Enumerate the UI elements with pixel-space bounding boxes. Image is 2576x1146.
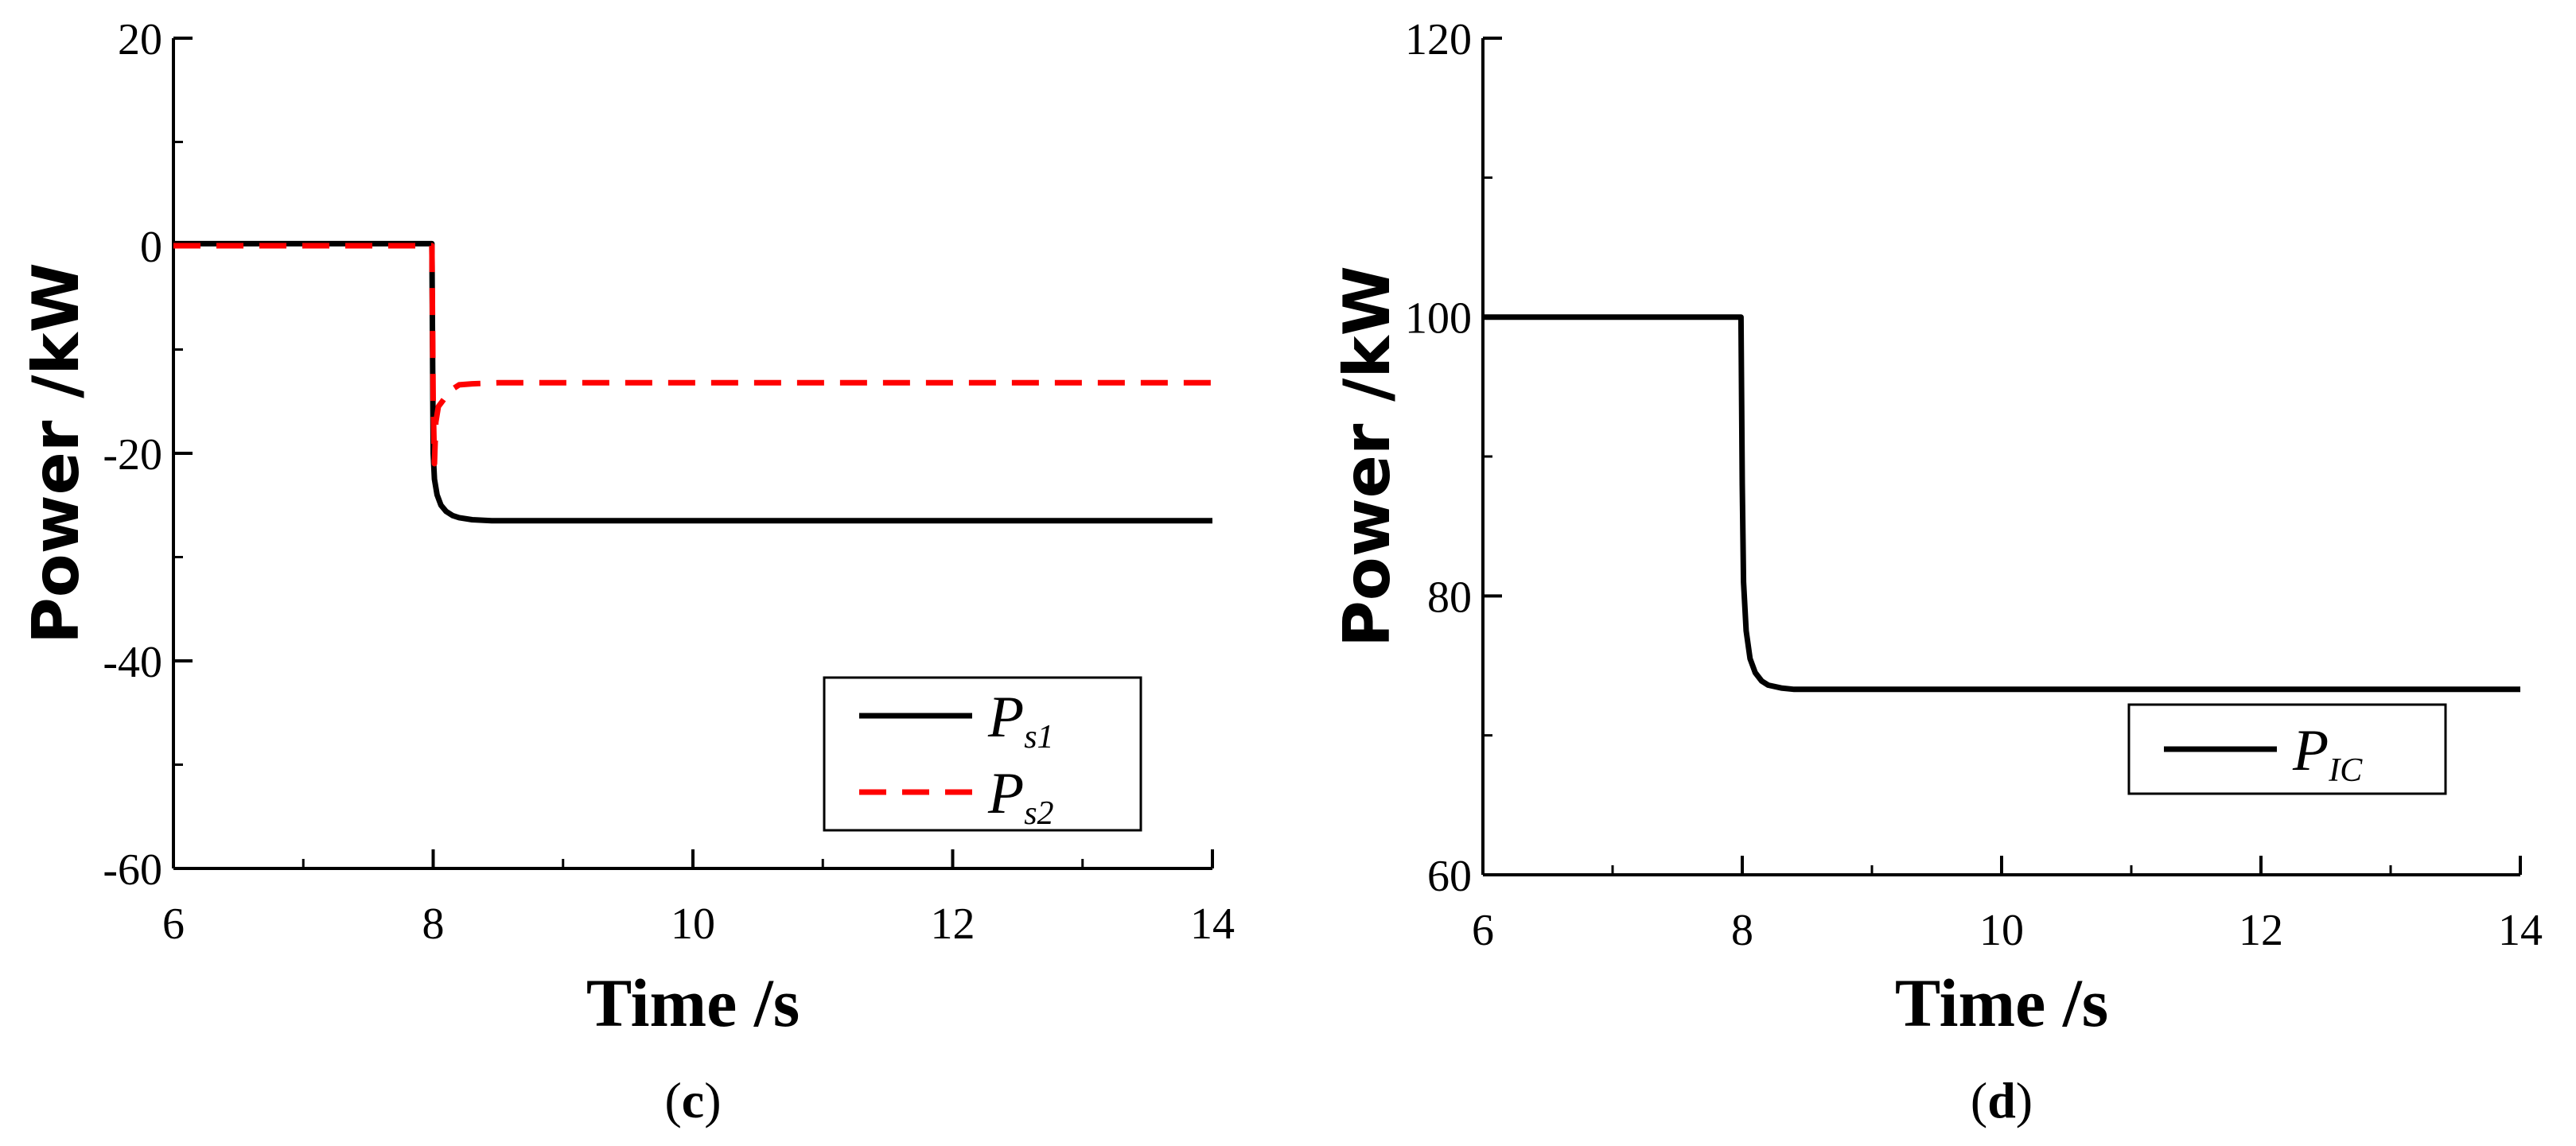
- y-tick-label: 100: [1405, 294, 1472, 344]
- x-tick-label: 10: [1979, 906, 2024, 955]
- y-tick-label: 0: [140, 223, 162, 272]
- x-tick-label: 14: [1190, 899, 1235, 949]
- panel-label-letter: c: [682, 1072, 704, 1129]
- y-axis-title: Power /kW: [1330, 266, 1404, 647]
- series-line-ps2: [173, 243, 1212, 467]
- panel-label-open: (: [1971, 1072, 1987, 1129]
- x-tick-label: 8: [422, 899, 445, 949]
- x-tick-label: 6: [1472, 906, 1494, 955]
- y-tick-label: -60: [103, 845, 162, 895]
- x-tick-label: 12: [2239, 906, 2283, 955]
- x-axis-title: Time /s: [586, 965, 800, 1041]
- chart-panel-c: 6 8 10 12 14 -60 -40 -20 0 20 Time /s Power /kW (c) P…: [19, 15, 1235, 1129]
- y-tick-label: -40: [103, 638, 162, 687]
- legend: PIC: [2127, 703, 2447, 795]
- x-tick-label: 10: [671, 899, 715, 949]
- panel-label-open: (: [664, 1072, 681, 1129]
- x-tick-label: 14: [2498, 906, 2543, 955]
- x-axis-title: Time /s: [1895, 965, 2108, 1041]
- series-line-pic: [1483, 314, 2520, 693]
- chart-panel-d: 6 8 10 12 14 60 80 100 120 Time /s Power /kW (d) PIC: [1330, 15, 2543, 1129]
- y-axis-title: Power /kW: [19, 262, 93, 644]
- legend-label-main: P: [987, 685, 1024, 750]
- panel-label-letter: d: [1987, 1072, 2016, 1129]
- legend-label-ps2: Ps2: [987, 761, 1054, 832]
- x-tick-label: 8: [1731, 906, 1753, 955]
- y-tick-label: 60: [1427, 852, 1472, 901]
- legend-label-main: P: [987, 761, 1024, 826]
- legend-label-sub: s2: [1024, 795, 1053, 832]
- x-tick-label: 6: [162, 899, 185, 949]
- legend-label-sub: s1: [1024, 719, 1053, 756]
- y-tick-label: 120: [1405, 15, 1472, 64]
- y-tick-label: -20: [103, 430, 162, 480]
- y-tick-label: 20: [118, 15, 162, 64]
- legend-label-ps1: Ps1: [987, 685, 1054, 756]
- legend-label-pic: PIC: [2292, 718, 2363, 789]
- legend-box: [823, 676, 1142, 832]
- legend-label-sub: IC: [2328, 752, 2363, 789]
- legend-label-main: P: [2292, 718, 2329, 783]
- panel-label-close: ): [704, 1072, 721, 1129]
- panel-label: (d): [1971, 1072, 2033, 1129]
- panel-label-close: ): [2016, 1072, 2033, 1129]
- panel-label: (c): [664, 1072, 721, 1129]
- x-tick-label: 12: [931, 899, 975, 949]
- y-tick-label: 80: [1427, 573, 1472, 622]
